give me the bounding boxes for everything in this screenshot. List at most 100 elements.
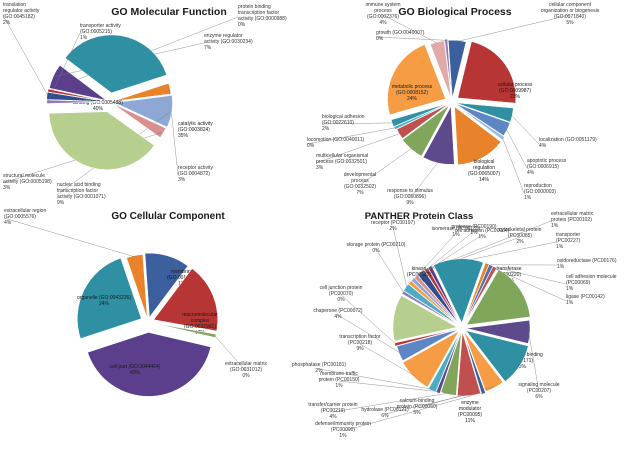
pie-slice-protease [411, 277, 459, 325]
label-leader-line [384, 394, 469, 415]
pie-slice-extracellular-matrix-protein [424, 267, 460, 324]
slice-percent: 0% [307, 143, 315, 149]
slice-label-text: transporter [556, 232, 581, 238]
slice-percent: 1% [566, 286, 574, 292]
slice-percent: 9% [406, 200, 414, 206]
slice-percent: 9% [356, 346, 364, 352]
pie-slice-membrane [144, 252, 189, 318]
slice-label-text: (PC00085) [508, 233, 533, 239]
pie-slice-locomotion [393, 103, 448, 130]
pie-slice-signaling-molecule [465, 319, 531, 344]
pie-slice-storage-protein [401, 290, 458, 326]
slice-label: isomerase (PC00135) 1% [432, 226, 481, 238]
label-leader-line [494, 268, 567, 302]
pie-slice-nucleic-acid-binding [466, 269, 531, 326]
slice-percent: 4% [379, 20, 387, 26]
pie-slice-enzyme-modulator [465, 330, 529, 382]
slice-label-text: activity (GO:0005198) [3, 179, 52, 185]
slice-label: storage protein (PC00210) 0% [347, 242, 406, 254]
pie-slice-enzyme-regulator-activity [49, 64, 107, 101]
slice-percent: 3% [3, 185, 11, 191]
slice-label-text: macromolecular [182, 312, 218, 318]
slice-label-text: receptor activity [178, 165, 214, 171]
chart-title: GO Molecular Function [111, 6, 227, 18]
slice-label-text: binding (GO:0005488) [73, 100, 123, 106]
slice-label-text: catalytic activity [178, 121, 213, 127]
slice-label-text: immune system [365, 2, 400, 8]
slice-label: transporter (PC00227) 1% [556, 232, 581, 250]
slice-label-text: localization (GO:0051179) [539, 137, 597, 143]
label-leader-line [332, 392, 449, 413]
slice-label-text: membrane [171, 269, 195, 275]
slice-label-text: (PC00095) [458, 412, 483, 418]
slice-label: cytoskeletal protein (PC00085) 2% [499, 227, 542, 245]
slice-label-text: regulation [473, 165, 495, 171]
slice-label-text: (GO:0022610) [322, 120, 354, 126]
slice-label: enzyme modulator (PC00095) 11% [458, 400, 483, 424]
slice-label-text: transcription factor [339, 334, 380, 340]
pie-chart-panther-protein-class: PANTHER Protein Class cytoskeletal protei… [292, 211, 617, 439]
slice-label-text: reproduction [524, 183, 552, 189]
pie-slice-biological-regulation [454, 106, 502, 166]
slice-label-text: (GO:0032991) [184, 324, 216, 330]
slice-percent: 40% [93, 106, 104, 112]
slice-label-text: activity (GO:0030234) [204, 39, 253, 45]
slice-percent: 2% [516, 239, 524, 245]
slice-label-text: biological [474, 159, 495, 165]
slice-label-text: extracellular region [4, 208, 46, 214]
slice-label-text: chaperone (PC00072) [313, 308, 363, 314]
pie-slice-metabolic-process [387, 44, 446, 116]
slice-label: structural molecule activity (GO:0005198)… [3, 173, 52, 191]
chart-title: PANTHER Protein Class [365, 211, 474, 222]
slice-label-text: (GO:0003824) [178, 127, 210, 133]
slice-label: binding (GO:0005488) 40% [73, 100, 123, 112]
slice-label-text: activity (GO:0001071) [57, 194, 106, 200]
slice-label: cell adhesion molecule (PC00069) 1% [566, 274, 617, 292]
slice-percent: 2% [3, 20, 11, 26]
pie-slice-protein-binding-transcription-factor-activity [47, 88, 105, 102]
label-leader-line [375, 248, 405, 294]
slice-percent: 11% [465, 418, 475, 424]
slice-percent: 1% [556, 244, 564, 250]
slice-label-text: receptor (PC00197) [371, 220, 415, 226]
label-leader-line [416, 234, 483, 278]
slice-label-text: transferase [496, 266, 521, 272]
slice-label-text: activity (GO:0000988) [238, 16, 287, 22]
slice-percent: 1% [478, 234, 486, 240]
slice-label-text: signaling molecule [518, 382, 559, 388]
slice-percent: 0% [372, 248, 380, 254]
slice-percent: 7% [204, 45, 212, 51]
slice-label-text: (GO:0004872) [178, 171, 210, 177]
label-leader-line [511, 114, 540, 145]
slice-label-text: isomerase (PC00135) [432, 226, 481, 232]
slice-label-text: cell adhesion molecule [566, 274, 617, 280]
slice-label-text: hydrolase (PC00121) [361, 407, 409, 413]
slice-percent: 3% [178, 177, 186, 183]
slice-percent: 35% [178, 133, 189, 139]
pie-chart-go-molecular-function: GO Molecular Function translation regulato… [2, 2, 287, 206]
slice-label-text: (GO:0008152) [396, 90, 428, 96]
label-leader-line [2, 14, 49, 97]
slice-label-text: (GO:0050896) [394, 194, 426, 200]
slice-percent: 0% [238, 22, 246, 28]
slice-label-text: (GO:0000003) [524, 189, 556, 195]
slice-percent: 6% [381, 413, 389, 419]
slice-label: catalytic activity (GO:0003824) 35% [178, 121, 213, 139]
label-leader-line [338, 380, 439, 392]
slice-label-text: developmental [344, 172, 377, 178]
slice-label-text: protein (PC00102) [551, 217, 592, 223]
slice-label-text: (GO:0045182) [3, 14, 35, 20]
slice-label: nucleic acid binding transcription factor… [57, 182, 106, 206]
slice-label: transporter activity (GO:0005215) 1% [80, 23, 121, 41]
slice-label-text: locomotion (GO:0040011) [307, 137, 364, 143]
slice-label-text: (GO:0002376) [367, 14, 399, 20]
slice-label: cellular component organization or biogen… [541, 2, 600, 26]
label-leader-line [409, 161, 439, 199]
slice-percent: 14% [479, 177, 490, 183]
slice-percent: 5% [413, 410, 421, 416]
pie-slice-calcium-binding-protein [463, 331, 504, 392]
slice-label: biological adhesion (GO:0022610) 2% [322, 114, 365, 132]
pie-slice-cell-adhesion-molecule [463, 264, 494, 324]
slice-label-text: apoptotic process [527, 158, 567, 164]
slice-label-text: extracellular matrix [225, 361, 267, 367]
